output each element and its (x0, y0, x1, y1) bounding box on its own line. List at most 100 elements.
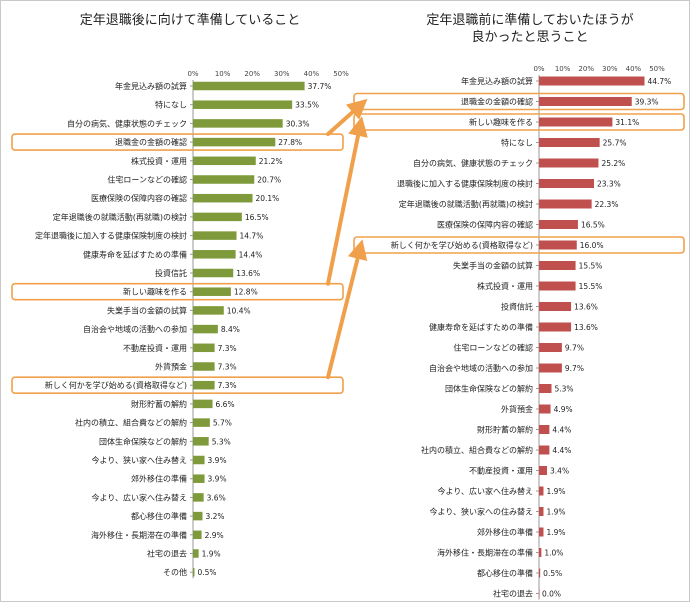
left-value-label: 21.2% (259, 157, 283, 166)
right-tick-label: 50% (649, 65, 665, 73)
right-category-label: 自治会や地域の活動への参加 (429, 363, 533, 373)
right-bar (539, 281, 576, 291)
right-bar (539, 76, 645, 86)
left-bar (193, 437, 209, 446)
left-value-label: 14.4% (239, 250, 263, 259)
right-value-label: 9.7% (565, 364, 584, 373)
left-value-label: 3.9% (208, 475, 227, 484)
right-bar (539, 220, 578, 229)
right-category-label: 退職金の金額の確認 (461, 97, 533, 107)
right-bar (539, 363, 562, 373)
left-category-label: 新しく何かを学び始める(資格取得など) (45, 380, 187, 390)
right-value-label: 1.9% (546, 528, 565, 537)
left-bar (193, 156, 256, 166)
left-value-label: 10.4% (227, 306, 251, 315)
left-value-label: 3.2% (205, 512, 224, 521)
right-category-label: 不動産投資・運用 (469, 466, 533, 476)
left-category-label: 社内の積立、組合費などの解約 (75, 418, 187, 428)
left-bar (193, 287, 231, 296)
left-highlight-box (11, 376, 344, 395)
right-value-label: 13.6% (574, 303, 598, 312)
left-tick-label: 0% (187, 70, 198, 78)
left-bar (193, 380, 215, 390)
left-bar (193, 511, 203, 521)
right-bar (539, 158, 599, 168)
left-tick-label: 50% (333, 70, 349, 78)
left-value-label: 3.6% (207, 493, 226, 502)
highlight-connectors (326, 98, 368, 380)
right-bar (539, 97, 632, 106)
left-bar (193, 418, 210, 427)
left-category-label: その他 (163, 567, 187, 577)
left-value-label: 2.9% (205, 531, 224, 540)
right-category-label: 今より、広い家へ住み替え (437, 486, 533, 496)
left-bar-chart: 0% 10% 20% 30% 40% 50% 年金見込み額の試算 37.7% 特になし 33.5%… (11, 70, 349, 579)
left-bar (193, 324, 218, 334)
right-category-label: 年金見込み額の試算 (461, 76, 533, 86)
left-chart-title: 定年退職後に向けて準備していること (79, 13, 301, 28)
right-bar (539, 138, 600, 147)
right-tick-label: 20% (578, 65, 594, 73)
right-bar (539, 343, 562, 352)
left-value-label: 37.7% (308, 82, 332, 91)
left-bar (193, 306, 224, 315)
left-value-label: 14.7% (240, 232, 264, 241)
right-category-label: 定年退職後の就職活動(再就職)の検討 (399, 199, 533, 209)
left-value-label: 20.1% (255, 194, 279, 203)
right-category-label: 特になし (501, 138, 533, 148)
right-value-label: 16.5% (581, 221, 605, 230)
left-category-label: 団体生命保険などの解約 (99, 436, 187, 446)
left-category-label: 失業手当の金額の試算 (107, 305, 187, 315)
connector-arrow (326, 116, 368, 286)
right-bar (539, 179, 594, 188)
right-category-label: 新しい趣味を作る (469, 117, 533, 127)
right-bar (539, 199, 592, 209)
left-value-label: 27.8% (278, 138, 302, 147)
right-value-label: 1.9% (546, 487, 565, 496)
right-category-label: 住宅ローンなどの確認 (453, 343, 533, 353)
left-category-label: 健康寿命を延ばすための準備 (83, 249, 187, 259)
left-tick-label: 40% (304, 70, 320, 78)
right-category-label: 今より、狭い家への住み替え (429, 507, 533, 517)
right-bar (539, 404, 551, 414)
left-bar (193, 455, 205, 465)
right-value-label: 1.9% (546, 508, 565, 517)
left-bar (193, 530, 202, 540)
right-category-label: 都心移住の準備 (477, 568, 533, 578)
right-value-label: 22.3% (595, 200, 619, 209)
left-highlight-box (11, 133, 344, 151)
right-value-label: 16.0% (580, 241, 604, 250)
right-bar (539, 507, 544, 516)
right-bar (539, 117, 613, 127)
left-category-label: 海外移住・長期滞在の準備 (91, 530, 187, 540)
left-bar (193, 399, 213, 409)
right-value-label: 44.7% (647, 77, 671, 86)
left-value-label: 30.3% (286, 119, 310, 128)
left-category-label: 自治会や地域の活動への参加 (83, 324, 187, 334)
right-tick-label: 40% (626, 65, 642, 73)
right-value-label: 13.6% (574, 323, 598, 332)
left-value-label: 0.5% (197, 568, 216, 577)
right-value-label: 15.5% (579, 282, 603, 291)
right-category-label: 新しく何かを学び始める(資格取得など) (391, 240, 533, 250)
left-bar (193, 493, 204, 502)
right-tick-label: 30% (602, 65, 618, 73)
left-category-label: 退職金の金額の確認 (115, 137, 187, 147)
left-category-label: 今より、広い家へ住み替え (91, 492, 187, 502)
left-value-label: 12.8% (234, 288, 258, 297)
right-category-label: 投資信託 (501, 302, 533, 312)
right-value-label: 25.7% (603, 139, 627, 148)
left-bar (193, 362, 215, 371)
left-bar (193, 567, 195, 577)
right-bar (539, 322, 572, 332)
right-value-label: 0.5% (543, 569, 562, 578)
right-bar (539, 568, 541, 578)
right-category-label: 団体生命保険などの解約 (445, 384, 533, 394)
left-category-label: 都心移住の準備 (131, 511, 187, 521)
left-value-label: 5.3% (212, 437, 231, 446)
left-value-label: 7.3% (218, 381, 237, 390)
left-category-label: 今より、狭い家へ住み替え (91, 455, 187, 465)
left-bar (193, 81, 305, 91)
right-bar (539, 425, 550, 434)
